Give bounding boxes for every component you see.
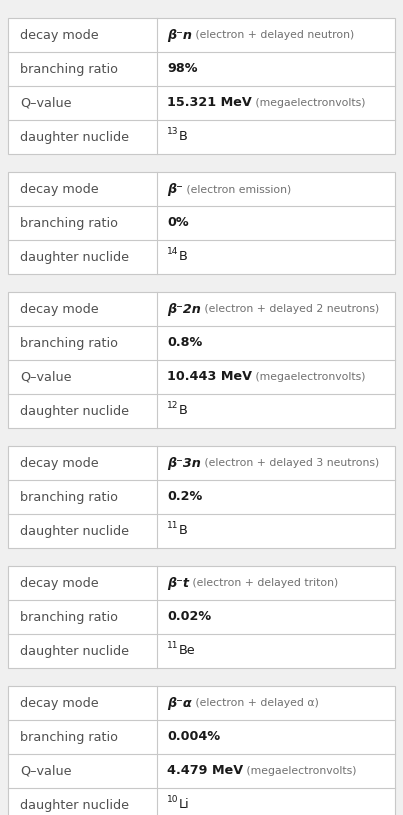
Text: (electron + delayed 3 neutrons): (electron + delayed 3 neutrons) xyxy=(201,458,379,468)
Text: daughter nuclide: daughter nuclide xyxy=(20,525,129,538)
Text: B: B xyxy=(179,130,187,143)
Bar xyxy=(8,18,395,154)
Text: branching ratio: branching ratio xyxy=(20,491,118,504)
Text: B: B xyxy=(179,525,187,538)
Text: daughter nuclide: daughter nuclide xyxy=(20,799,129,812)
Bar xyxy=(8,292,395,428)
Text: B: B xyxy=(179,404,187,417)
Text: (electron + delayed triton): (electron + delayed triton) xyxy=(189,578,338,588)
Text: 11: 11 xyxy=(167,521,179,530)
Text: (megaelectronvolts): (megaelectronvolts) xyxy=(252,372,366,382)
Bar xyxy=(8,686,395,815)
Text: daughter nuclide: daughter nuclide xyxy=(20,250,129,263)
Text: 98%: 98% xyxy=(167,63,197,76)
Text: decay mode: decay mode xyxy=(20,183,99,196)
Text: 10: 10 xyxy=(167,795,179,804)
Text: 0.8%: 0.8% xyxy=(167,337,202,350)
Text: 12: 12 xyxy=(167,401,179,410)
Text: 0.004%: 0.004% xyxy=(167,730,220,743)
Text: 12: 12 xyxy=(167,401,179,410)
Text: branching ratio: branching ratio xyxy=(20,337,118,350)
Text: β⁻2n: β⁻2n xyxy=(167,302,201,315)
Text: branching ratio: branching ratio xyxy=(20,730,118,743)
Text: 10: 10 xyxy=(167,795,179,804)
Text: (megaelectronvolts): (megaelectronvolts) xyxy=(252,98,365,108)
Text: decay mode: decay mode xyxy=(20,697,99,710)
Text: (megaelectronvolts): (megaelectronvolts) xyxy=(243,766,357,776)
Text: 14: 14 xyxy=(167,247,179,256)
Text: Q–value: Q–value xyxy=(20,764,71,778)
Text: β⁻3n: β⁻3n xyxy=(167,456,201,469)
Text: branching ratio: branching ratio xyxy=(20,217,118,230)
Bar xyxy=(8,566,395,668)
Text: 13: 13 xyxy=(167,126,179,136)
Text: 0%: 0% xyxy=(167,217,189,230)
Text: Q–value: Q–value xyxy=(20,96,71,109)
Text: daughter nuclide: daughter nuclide xyxy=(20,645,129,658)
Bar xyxy=(8,446,395,548)
Text: β⁻α: β⁻α xyxy=(167,697,191,710)
Text: (electron emission): (electron emission) xyxy=(183,184,291,194)
Text: branching ratio: branching ratio xyxy=(20,610,118,623)
Bar xyxy=(8,172,395,274)
Text: branching ratio: branching ratio xyxy=(20,63,118,76)
Text: 11: 11 xyxy=(167,521,179,530)
Text: (electron + delayed α): (electron + delayed α) xyxy=(191,698,318,708)
Text: decay mode: decay mode xyxy=(20,29,99,42)
Text: Be: Be xyxy=(179,645,195,658)
Text: β⁻t: β⁻t xyxy=(167,576,189,589)
Text: (electron + delayed 2 neutrons): (electron + delayed 2 neutrons) xyxy=(201,304,379,314)
Text: daughter nuclide: daughter nuclide xyxy=(20,130,129,143)
Text: 15.321 MeV: 15.321 MeV xyxy=(167,96,252,109)
Text: 13: 13 xyxy=(167,126,179,136)
Text: decay mode: decay mode xyxy=(20,302,99,315)
Text: 0.02%: 0.02% xyxy=(167,610,211,623)
Text: 11: 11 xyxy=(167,641,179,650)
Text: Li: Li xyxy=(179,799,189,812)
Text: 14: 14 xyxy=(167,247,179,256)
Text: β⁻: β⁻ xyxy=(167,183,183,196)
Text: β⁻n: β⁻n xyxy=(167,29,192,42)
Text: decay mode: decay mode xyxy=(20,576,99,589)
Text: (electron + delayed neutron): (electron + delayed neutron) xyxy=(192,30,354,40)
Text: 4.479 MeV: 4.479 MeV xyxy=(167,764,243,778)
Text: daughter nuclide: daughter nuclide xyxy=(20,404,129,417)
Text: 11: 11 xyxy=(167,641,179,650)
Text: 0.2%: 0.2% xyxy=(167,491,202,504)
Text: 10.443 MeV: 10.443 MeV xyxy=(167,371,252,384)
Text: Q–value: Q–value xyxy=(20,371,71,384)
Text: B: B xyxy=(179,250,187,263)
Text: decay mode: decay mode xyxy=(20,456,99,469)
